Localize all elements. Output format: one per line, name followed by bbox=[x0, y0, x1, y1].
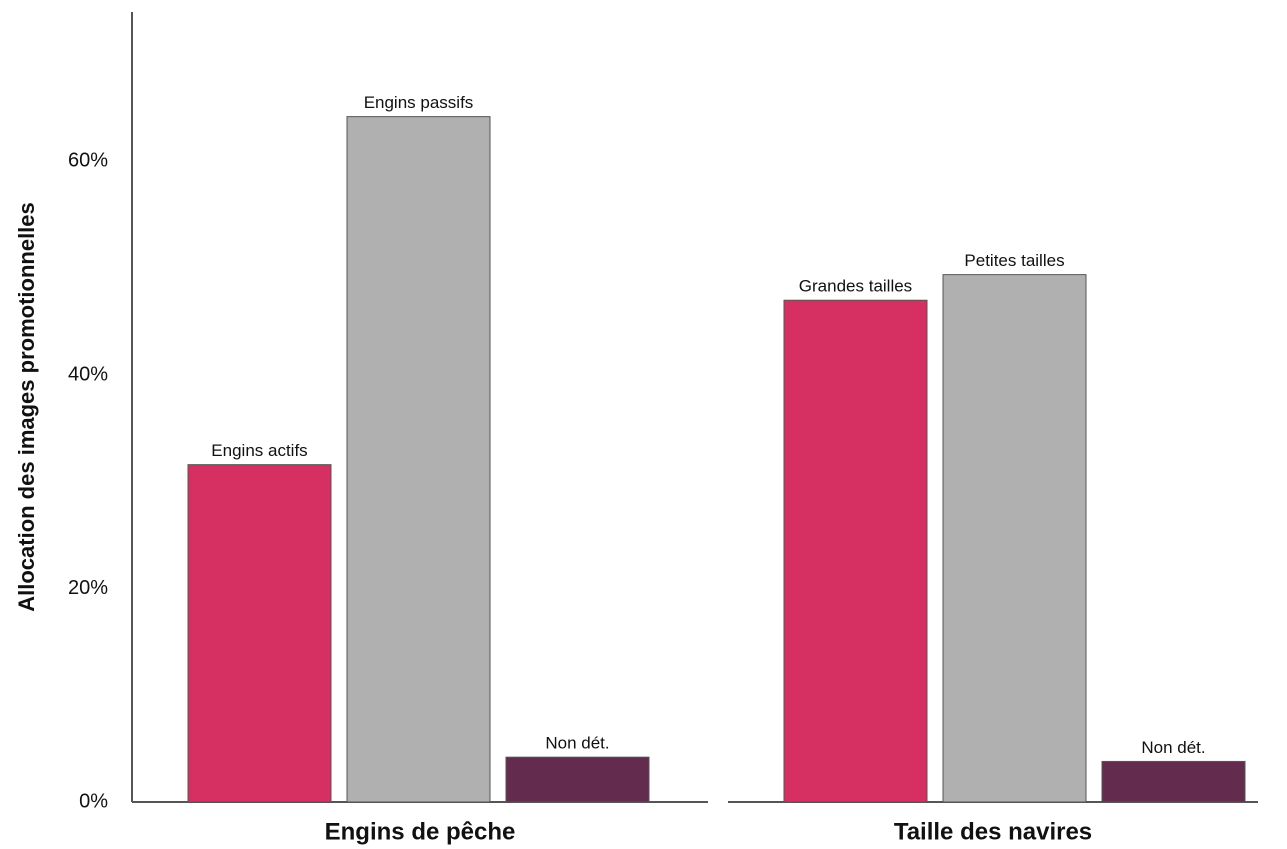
bar-label: Engins passifs bbox=[364, 93, 474, 112]
bar-label: Non dét. bbox=[545, 734, 609, 753]
bar-label: Engins actifs bbox=[211, 441, 307, 460]
y-axis-label: Allocation des images promotionnelles bbox=[14, 202, 39, 612]
bar bbox=[187, 464, 332, 803]
bar bbox=[942, 274, 1087, 803]
y-tick-label: 0% bbox=[79, 790, 108, 812]
bar bbox=[346, 116, 491, 803]
bar-label: Petites tailles bbox=[964, 251, 1064, 270]
bar-label: Grandes tailles bbox=[799, 277, 912, 296]
bar bbox=[505, 756, 650, 803]
y-tick-label: 60% bbox=[68, 150, 108, 172]
bar-label: Non dét. bbox=[1141, 738, 1205, 757]
panel-title: Taille des navires bbox=[894, 818, 1092, 845]
panel-title: Engins de pêche bbox=[325, 818, 516, 845]
y-tick-label: 40% bbox=[68, 363, 108, 385]
bar bbox=[783, 299, 928, 803]
bar bbox=[1101, 760, 1246, 803]
y-tick-label: 20% bbox=[68, 577, 108, 599]
